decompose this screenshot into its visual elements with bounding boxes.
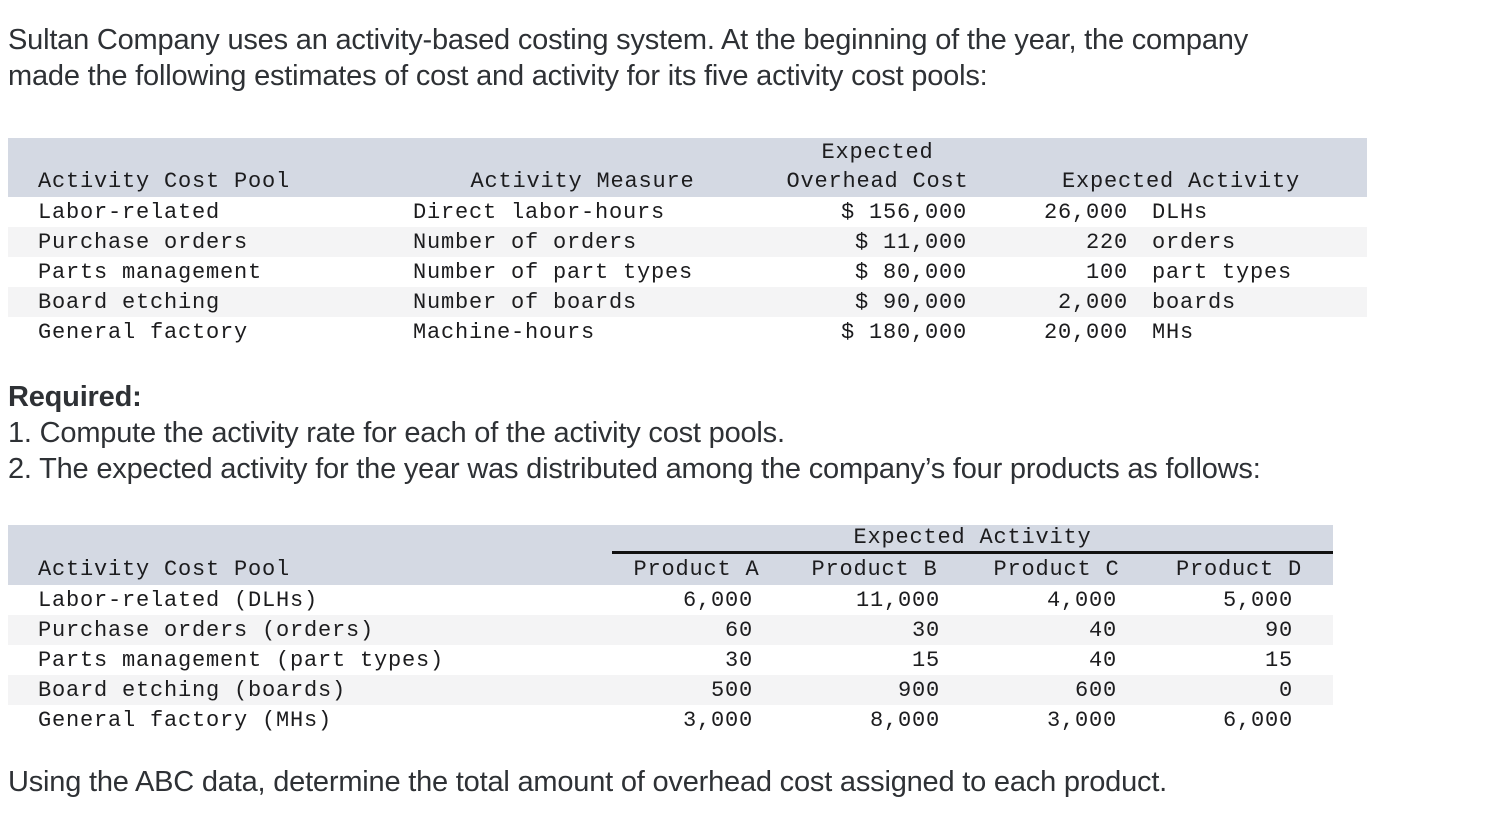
cell-pool: Purchase orders (38, 229, 249, 255)
cell-pool: Parts management (38, 259, 263, 285)
table-row: Parts management Number of part types $ … (8, 257, 1367, 287)
table-row: Purchase orders (orders) 60 30 40 90 (8, 615, 1333, 645)
cell-product-a: 60 (724, 617, 753, 643)
cell-product-b: 11,000 (855, 587, 940, 613)
cell-product-a: 3,000 (682, 707, 753, 733)
cell-measure: Direct labor-hours (413, 199, 666, 225)
header-product-b: Product B (811, 557, 938, 582)
cell-activity-qty: 2,000 (1057, 289, 1128, 315)
header-expected-line1: Expected (821, 139, 934, 165)
cell-activity-qty: 220 (1085, 229, 1128, 255)
cell-cost: $ 180,000 (840, 319, 967, 345)
cell-cost: $ 156,000 (840, 199, 967, 225)
spacer (8, 525, 612, 554)
expected-activity-span-row: Expected Activity (8, 525, 1333, 554)
cell-pool: General factory (MHs) (38, 707, 333, 733)
table-row: General factory Machine-hours $ 180,000 … (8, 317, 1367, 347)
header-activity-measure: Activity Measure (470, 169, 695, 194)
header-activity-cost-pool: Activity Cost Pool (38, 557, 291, 582)
header-product-d: Product D (1175, 557, 1303, 582)
cell-cost: $ 90,000 (854, 289, 967, 315)
header-overhead-cost: Overhead Cost (786, 169, 969, 194)
cell-activity-unit: orders (1152, 229, 1237, 255)
cell-pool: Parts management (part types) (38, 647, 445, 673)
expected-activity-header-row: Activity Cost Pool Product A Product B P… (8, 554, 1333, 585)
expected-activity-table: Expected Activity Activity Cost Pool Pro… (8, 525, 1333, 735)
cell-pool: Labor-related (DLHs) (38, 587, 319, 613)
table-row: Labor-related Direct labor-hours $ 156,0… (8, 197, 1367, 227)
cell-product-d: 6,000 (1222, 707, 1293, 733)
cell-product-c: 40 (1088, 617, 1117, 643)
cell-product-a: 500 (710, 677, 753, 703)
header-product-c: Product C (993, 557, 1120, 582)
cell-product-c: 4,000 (1046, 587, 1117, 613)
cell-pool: Purchase orders (orders) (38, 617, 375, 643)
cell-pool: General factory (38, 319, 249, 345)
cell-activity-qty: 26,000 (1043, 199, 1128, 225)
table-row: Labor-related (DLHs) 6,000 11,000 4,000 … (8, 585, 1333, 615)
cell-product-d: 90 (1264, 617, 1293, 643)
header-product-a: Product A (633, 557, 760, 582)
cell-measure: Machine-hours (413, 319, 596, 345)
cell-pool: Labor-related (38, 199, 221, 225)
cell-activity-unit: DLHs (1152, 199, 1209, 225)
cell-activity-qty: 20,000 (1043, 319, 1128, 345)
cell-activity-unit: MHs (1152, 319, 1195, 345)
cell-product-b: 8,000 (869, 707, 940, 733)
cell-product-c: 3,000 (1046, 707, 1117, 733)
cell-measure: Number of part types (413, 259, 694, 285)
table-row: General factory (MHs) 3,000 8,000 3,000 … (8, 705, 1333, 735)
cell-pool: Board etching (38, 289, 221, 315)
required-heading: Required: (8, 381, 142, 413)
cell-product-a: 6,000 (682, 587, 753, 613)
cell-product-a: 30 (724, 647, 753, 673)
cell-product-b: 15 (911, 647, 940, 673)
cost-pool-table-header-row-1: Expected (8, 138, 1367, 166)
cell-product-d: 0 (1278, 677, 1293, 703)
cell-pool: Board etching (boards) (38, 677, 347, 703)
header-expected-activity: Expected Activity (1061, 169, 1301, 194)
cell-product-c: 40 (1088, 647, 1117, 673)
table-row: Board etching Number of boards $ 90,000 … (8, 287, 1367, 317)
required-section: Required: 1. Compute the activity rate f… (8, 379, 1488, 487)
cost-pool-table-header-row-2: Activity Cost Pool Activity Measure Over… (8, 166, 1367, 197)
cell-activity-unit: part types (1152, 259, 1293, 285)
cost-pool-table: Expected Activity Cost Pool Activity Mea… (8, 138, 1367, 347)
cell-activity-unit: boards (1152, 289, 1237, 315)
table-row: Board etching (boards) 500 900 600 0 (8, 675, 1333, 705)
cell-product-b: 900 (897, 677, 940, 703)
header-expected-activity-span: Expected Activity (612, 525, 1333, 554)
required-item-2: 2. The expected activity for the year wa… (8, 453, 1261, 485)
table-row: Parts management (part types) 30 15 40 1… (8, 645, 1333, 675)
required-item-1: 1. Compute the activity rate for each of… (8, 417, 785, 449)
cell-cost: $ 80,000 (854, 259, 967, 285)
cell-product-b: 30 (911, 617, 940, 643)
header-activity-cost-pool: Activity Cost Pool (38, 169, 291, 194)
cost-pool-table-header: Expected Activity Cost Pool Activity Mea… (8, 138, 1367, 197)
cell-product-d: 5,000 (1222, 587, 1293, 613)
cell-product-c: 600 (1074, 677, 1117, 703)
cell-activity-qty: 100 (1085, 259, 1128, 285)
expected-activity-table-header: Expected Activity Activity Cost Pool Pro… (8, 525, 1333, 585)
table-row: Purchase orders Number of orders $ 11,00… (8, 227, 1367, 257)
intro-paragraph: Sultan Company uses an activity-based co… (8, 24, 1248, 92)
cell-cost: $ 11,000 (854, 229, 967, 255)
cell-product-d: 15 (1264, 647, 1293, 673)
cell-measure: Number of orders (413, 229, 638, 255)
closing-instruction: Using the ABC data, determine the total … (8, 766, 1168, 798)
cell-measure: Number of boards (413, 289, 638, 315)
